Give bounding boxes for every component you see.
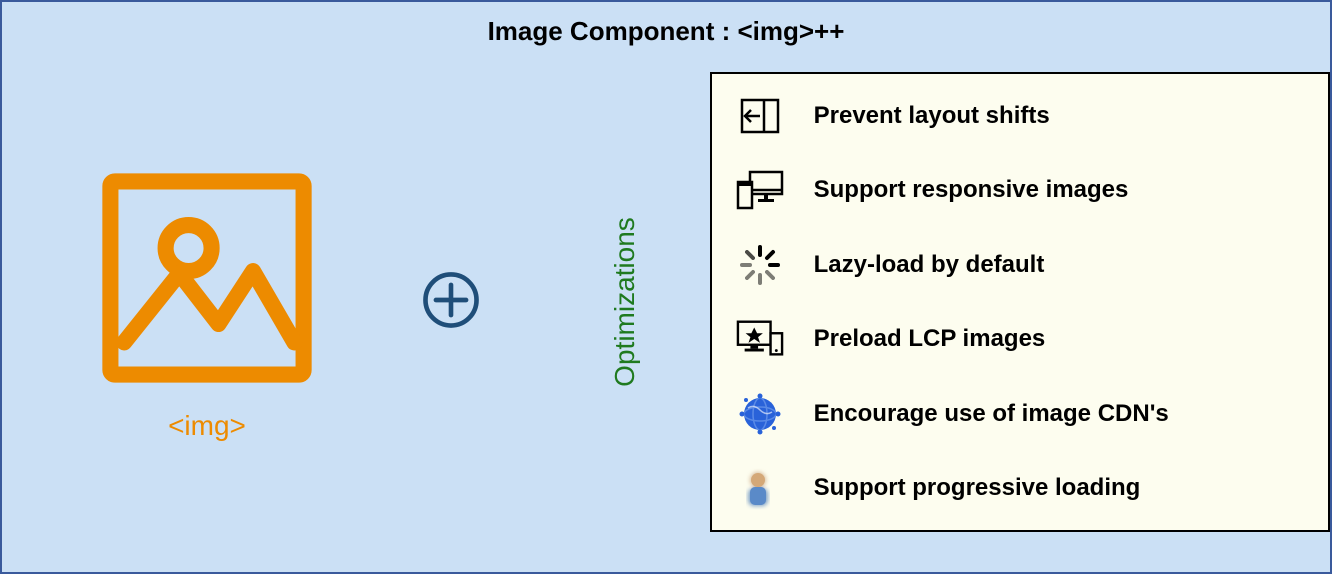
image-block: <img>: [92, 163, 322, 442]
diagram-title: Image Component : <img>++: [2, 2, 1330, 47]
list-item: Preload LCP images: [736, 315, 1304, 363]
optimizations-label: Optimizations: [609, 217, 641, 387]
item-label: Lazy-load by default: [814, 251, 1045, 279]
list-item: Prevent layout shifts: [736, 92, 1304, 140]
item-label: Encourage use of image CDN's: [814, 400, 1169, 428]
content-row: <img> Optimizations Prev: [2, 47, 1330, 557]
item-label: Preload LCP images: [814, 325, 1046, 353]
image-placeholder-icon: [92, 163, 322, 398]
optimizations-box: Prevent layout shifts Support responsive…: [710, 72, 1330, 532]
diagram-container: Image Component : <img>++ <img> Optimiza…: [0, 0, 1332, 574]
preload-icon: [736, 315, 784, 363]
list-item: Support responsive images: [736, 166, 1304, 214]
list-item: Encourage use of image CDN's: [736, 390, 1304, 438]
layout-shift-icon: [736, 92, 784, 140]
list-item: Support progressive loading: [736, 464, 1304, 512]
list-item: Lazy-load by default: [736, 241, 1304, 289]
item-label: Prevent layout shifts: [814, 102, 1050, 130]
plus-icon: [422, 271, 480, 334]
progressive-icon: [736, 464, 784, 512]
item-label: Support responsive images: [814, 176, 1129, 204]
responsive-icon: [736, 166, 784, 214]
cdn-icon: [736, 390, 784, 438]
img-tag-label: <img>: [168, 410, 246, 442]
item-label: Support progressive loading: [814, 474, 1141, 502]
lazy-icon: [736, 241, 784, 289]
